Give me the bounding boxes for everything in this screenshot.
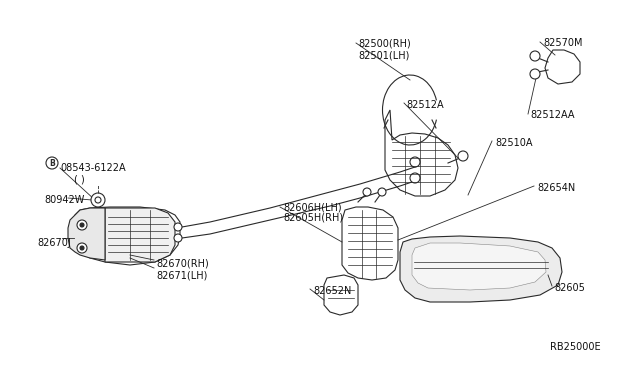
Polygon shape <box>545 50 580 84</box>
Polygon shape <box>105 208 175 262</box>
Text: 82652N: 82652N <box>313 286 351 296</box>
Text: 82606H(LH): 82606H(LH) <box>283 202 342 212</box>
Text: 82512A: 82512A <box>406 100 444 110</box>
Polygon shape <box>342 207 398 280</box>
Circle shape <box>378 188 386 196</box>
Circle shape <box>410 173 420 183</box>
Text: 82512AA: 82512AA <box>530 110 575 120</box>
Circle shape <box>77 243 87 253</box>
Text: RB25000E: RB25000E <box>550 342 600 352</box>
Circle shape <box>174 223 182 231</box>
Polygon shape <box>75 207 180 265</box>
Text: 82654N: 82654N <box>537 183 575 193</box>
Circle shape <box>458 151 468 161</box>
Circle shape <box>46 157 58 169</box>
Polygon shape <box>324 275 358 315</box>
Text: ( ): ( ) <box>74 175 84 185</box>
Text: 82570M: 82570M <box>543 38 582 48</box>
Text: 82510A: 82510A <box>495 138 532 148</box>
Text: 82670(RH): 82670(RH) <box>156 258 209 268</box>
Text: 82501(LH): 82501(LH) <box>358 50 410 60</box>
Polygon shape <box>385 110 458 196</box>
Text: 82670J: 82670J <box>37 238 71 248</box>
Circle shape <box>77 220 87 230</box>
Circle shape <box>80 223 84 227</box>
Circle shape <box>174 234 182 242</box>
Circle shape <box>530 51 540 61</box>
Circle shape <box>410 157 420 167</box>
Circle shape <box>95 197 101 203</box>
Text: 08543-6122A: 08543-6122A <box>60 163 125 173</box>
Circle shape <box>530 69 540 79</box>
Text: 82671(LH): 82671(LH) <box>156 270 207 280</box>
Polygon shape <box>400 236 562 302</box>
Text: 80942W: 80942W <box>44 195 84 205</box>
Text: 82605: 82605 <box>554 283 585 293</box>
Text: 82605H(RH): 82605H(RH) <box>283 213 343 223</box>
Circle shape <box>91 193 105 207</box>
Circle shape <box>80 246 84 250</box>
Polygon shape <box>412 243 546 290</box>
Polygon shape <box>68 208 105 260</box>
Text: 82500(RH): 82500(RH) <box>358 38 411 48</box>
Text: B: B <box>49 158 55 167</box>
Circle shape <box>363 188 371 196</box>
